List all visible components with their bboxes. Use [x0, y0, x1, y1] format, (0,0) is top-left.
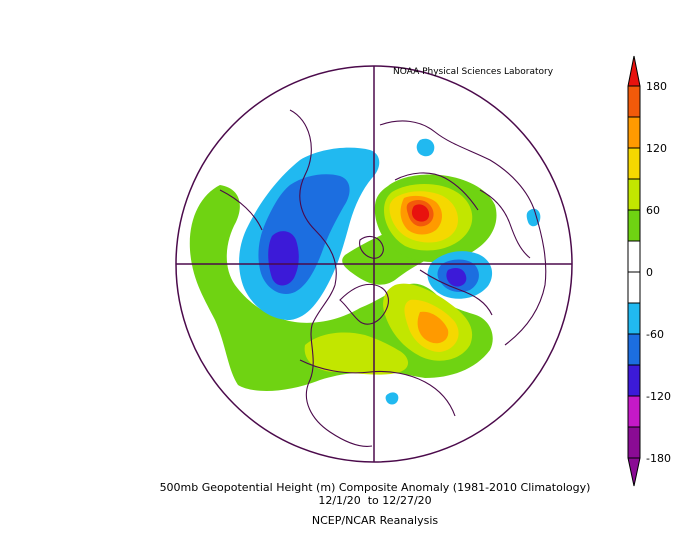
negative-anomaly-small-1 [416, 138, 435, 157]
colorbar: 180 120 60 0 -60 -120 -180 [627, 55, 671, 487]
colorbar-segment-60-90 [628, 179, 640, 210]
negative-anomaly-small-2 [526, 208, 541, 227]
caption-date-range: 12/1/20 to 12/27/20 [318, 494, 432, 507]
colorbar-top-arrow [628, 56, 640, 86]
positive-anomaly-yellowgreen-us [304, 332, 409, 375]
colorbar-segment-neg30-neg60 [628, 303, 640, 334]
caption-dataset: NCEP/NCAR Reanalysis [311, 514, 439, 527]
positive-anomaly-red-core [411, 204, 430, 222]
colorbar-segment-150-180 [628, 86, 640, 117]
coastlines [219, 109, 547, 447]
credit-text: NOAA Physical Sciences Laboratory [393, 67, 554, 77]
colorbar-segment-neg120-neg150 [628, 396, 640, 427]
colorbar-segment-neg60-neg90 [628, 334, 640, 365]
negative-anomaly-indigo-pacific [268, 231, 299, 286]
colorbar-label-neg120: -120 [646, 390, 671, 403]
colorbar-label-neg60: -60 [646, 328, 664, 341]
colorbar-label-0: 0 [646, 266, 653, 279]
colorbar-bottom-arrow [628, 458, 640, 486]
colorbar-segment-30-60 [628, 210, 640, 241]
colorbar-segment-120-150 [628, 117, 640, 148]
colorbar-label-60: 60 [646, 204, 660, 217]
colorbar-segment-neg90-neg120 [628, 365, 640, 396]
negative-anomaly-indigo-asia [446, 268, 467, 287]
caption-title: 500mb Geopotential Height (m) Composite … [159, 481, 591, 494]
positive-anomaly-orange-atlantic [417, 311, 449, 344]
colorbar-label-120: 120 [646, 142, 667, 155]
colorbar-label-neg180: -180 [646, 452, 671, 465]
negative-anomaly-small-3 [385, 392, 399, 405]
colorbar-segment-90-120 [628, 148, 640, 179]
anomaly-field [189, 109, 547, 447]
colorbar-label-180: 180 [646, 80, 667, 93]
colorbar-segment-neg150-neg180 [628, 427, 640, 458]
